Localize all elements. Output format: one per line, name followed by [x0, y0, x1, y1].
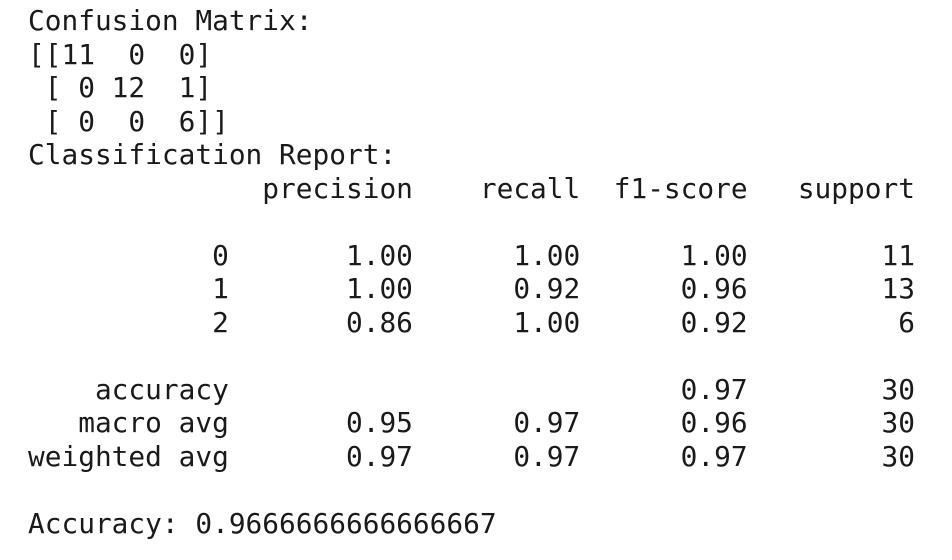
accuracy-output: Accuracy: 0.9666666666666667: [28, 506, 497, 540]
classification-report-output: Classification Report: precision recall …: [28, 138, 915, 473]
confusion-matrix-output: Confusion Matrix: [[11 0 0] [ 0 12 1] [ …: [28, 4, 313, 138]
